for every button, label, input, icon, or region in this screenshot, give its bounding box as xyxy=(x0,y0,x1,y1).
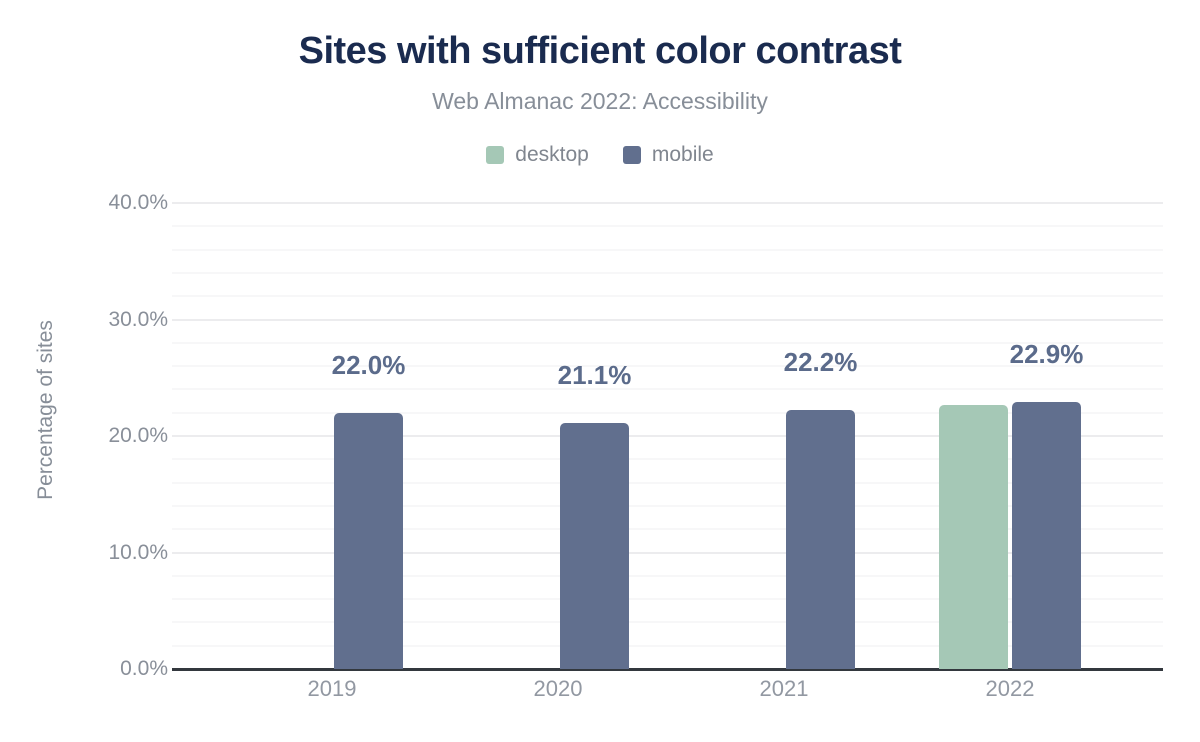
minor-gridline xyxy=(172,271,1163,274)
y-tick-label: 20.0% xyxy=(108,424,168,447)
y-tick-label: 10.0% xyxy=(108,540,168,564)
minor-gridline xyxy=(172,295,1163,298)
major-gridline xyxy=(172,318,1163,321)
minor-gridline xyxy=(172,598,1163,601)
desktop-swatch-icon xyxy=(486,146,505,164)
bar-value-label: 22.9% xyxy=(1009,339,1084,370)
minor-gridline xyxy=(172,365,1163,368)
mobile-swatch-icon xyxy=(622,146,641,164)
legend: desktop mobile xyxy=(0,143,1200,167)
y-tick-label: 30.0% xyxy=(108,307,168,331)
minor-gridline xyxy=(172,574,1163,577)
x-tick-label: 2021 xyxy=(759,676,809,701)
legend-item-desktop: desktop xyxy=(486,143,589,167)
major-gridline xyxy=(172,551,1163,554)
minor-gridline xyxy=(172,341,1163,344)
legend-label-mobile: mobile xyxy=(651,143,714,166)
y-tick-label: 0.0% xyxy=(120,657,168,680)
bar-mobile-2020 xyxy=(560,423,629,669)
minor-gridline xyxy=(172,458,1163,461)
minor-gridline xyxy=(172,411,1163,414)
bar-desktop-2022 xyxy=(939,404,1008,669)
x-axis-line xyxy=(172,668,1163,671)
y-tick-label: 40.0% xyxy=(108,191,168,214)
x-tick-label: 2022 xyxy=(985,676,1035,701)
x-tick-label: 2019 xyxy=(307,676,357,701)
major-gridline xyxy=(172,202,1163,204)
bar-value-label: 22.2% xyxy=(783,347,858,378)
bar-mobile-2021 xyxy=(786,410,855,669)
bar-value-label: 22.0% xyxy=(331,349,406,380)
chart-title: Sites with sufficient color contrast xyxy=(298,30,902,72)
bar-value-label: 21.1% xyxy=(557,360,632,391)
bar-mobile-2019 xyxy=(334,412,403,669)
chart-subtitle: Web Almanac 2022: Accessibility xyxy=(432,88,768,114)
legend-item-mobile: mobile xyxy=(622,143,714,167)
minor-gridline xyxy=(172,504,1163,507)
minor-gridline xyxy=(172,225,1163,228)
minor-gridline xyxy=(172,644,1163,647)
minor-gridline xyxy=(172,621,1163,624)
minor-gridline xyxy=(172,528,1163,531)
minor-gridline xyxy=(172,388,1163,391)
major-gridline xyxy=(172,435,1163,437)
minor-gridline xyxy=(172,481,1163,484)
minor-gridline xyxy=(172,248,1163,251)
x-tick-label: 2020 xyxy=(533,676,583,701)
legend-label-desktop: desktop xyxy=(515,143,589,166)
bar-mobile-2022 xyxy=(1012,402,1081,669)
